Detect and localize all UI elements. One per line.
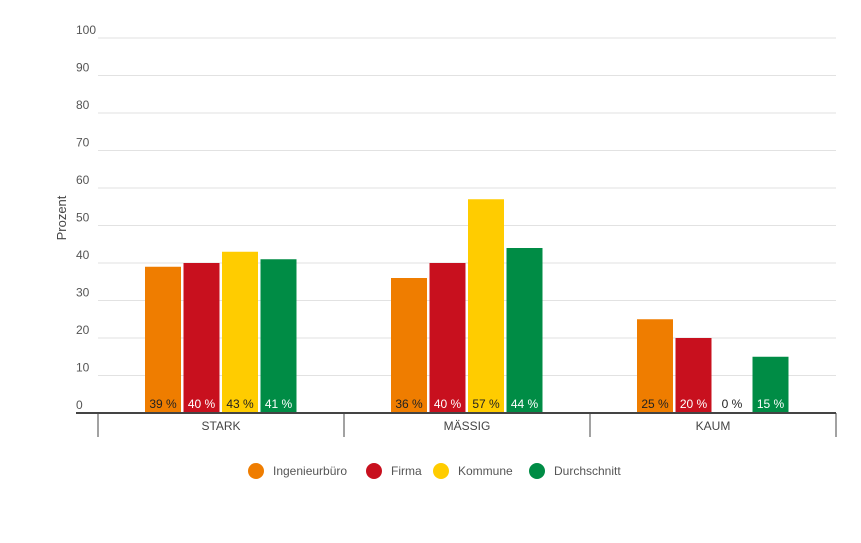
y-axis-label: Prozent — [54, 195, 69, 240]
y-tick-label: 20 — [76, 323, 90, 337]
x-tick-label: KAUM — [696, 419, 731, 433]
y-tick-label: 80 — [76, 98, 90, 112]
y-tick-label: 10 — [76, 361, 90, 375]
bar — [260, 259, 297, 413]
legend-label: Durchschnitt — [554, 464, 621, 478]
data-label: 44 % — [511, 397, 539, 411]
data-label: 43 % — [226, 397, 254, 411]
y-tick-label: 60 — [76, 173, 90, 187]
data-label: 15 % — [757, 397, 785, 411]
data-label: 41 % — [265, 397, 293, 411]
data-label: 40 % — [434, 397, 462, 411]
legend-marker — [433, 463, 449, 479]
x-tick-label: STARK — [201, 419, 240, 433]
y-tick-label: 90 — [76, 61, 90, 75]
data-label: 0 % — [722, 397, 743, 411]
y-tick-label: 100 — [76, 23, 96, 37]
bar — [468, 199, 504, 413]
bar — [429, 263, 466, 413]
bar — [675, 338, 712, 413]
bar — [183, 263, 220, 413]
bar — [752, 356, 789, 413]
data-label: 25 % — [641, 397, 669, 411]
bar — [391, 278, 427, 413]
legend-marker — [366, 463, 382, 479]
legend-marker — [248, 463, 264, 479]
y-tick-label: 70 — [76, 136, 90, 150]
x-tick-label: MÄSSIG — [444, 419, 491, 433]
y-tick-label: 30 — [76, 286, 90, 300]
y-tick-label: 0 — [76, 398, 83, 412]
bar — [222, 251, 258, 413]
y-tick-label: 50 — [76, 211, 90, 225]
data-label: 39 % — [149, 397, 177, 411]
bar — [145, 266, 181, 413]
data-label: 40 % — [188, 397, 216, 411]
legend-label: Firma — [391, 464, 422, 478]
legend-marker — [529, 463, 545, 479]
data-label: 57 % — [472, 397, 500, 411]
legend-label: Ingenieurbüro — [273, 464, 347, 478]
bar — [637, 319, 673, 413]
bar — [506, 248, 543, 413]
legend-label: Kommune — [458, 464, 513, 478]
data-label: 20 % — [680, 397, 708, 411]
y-tick-label: 40 — [76, 248, 90, 262]
data-label: 36 % — [395, 397, 423, 411]
